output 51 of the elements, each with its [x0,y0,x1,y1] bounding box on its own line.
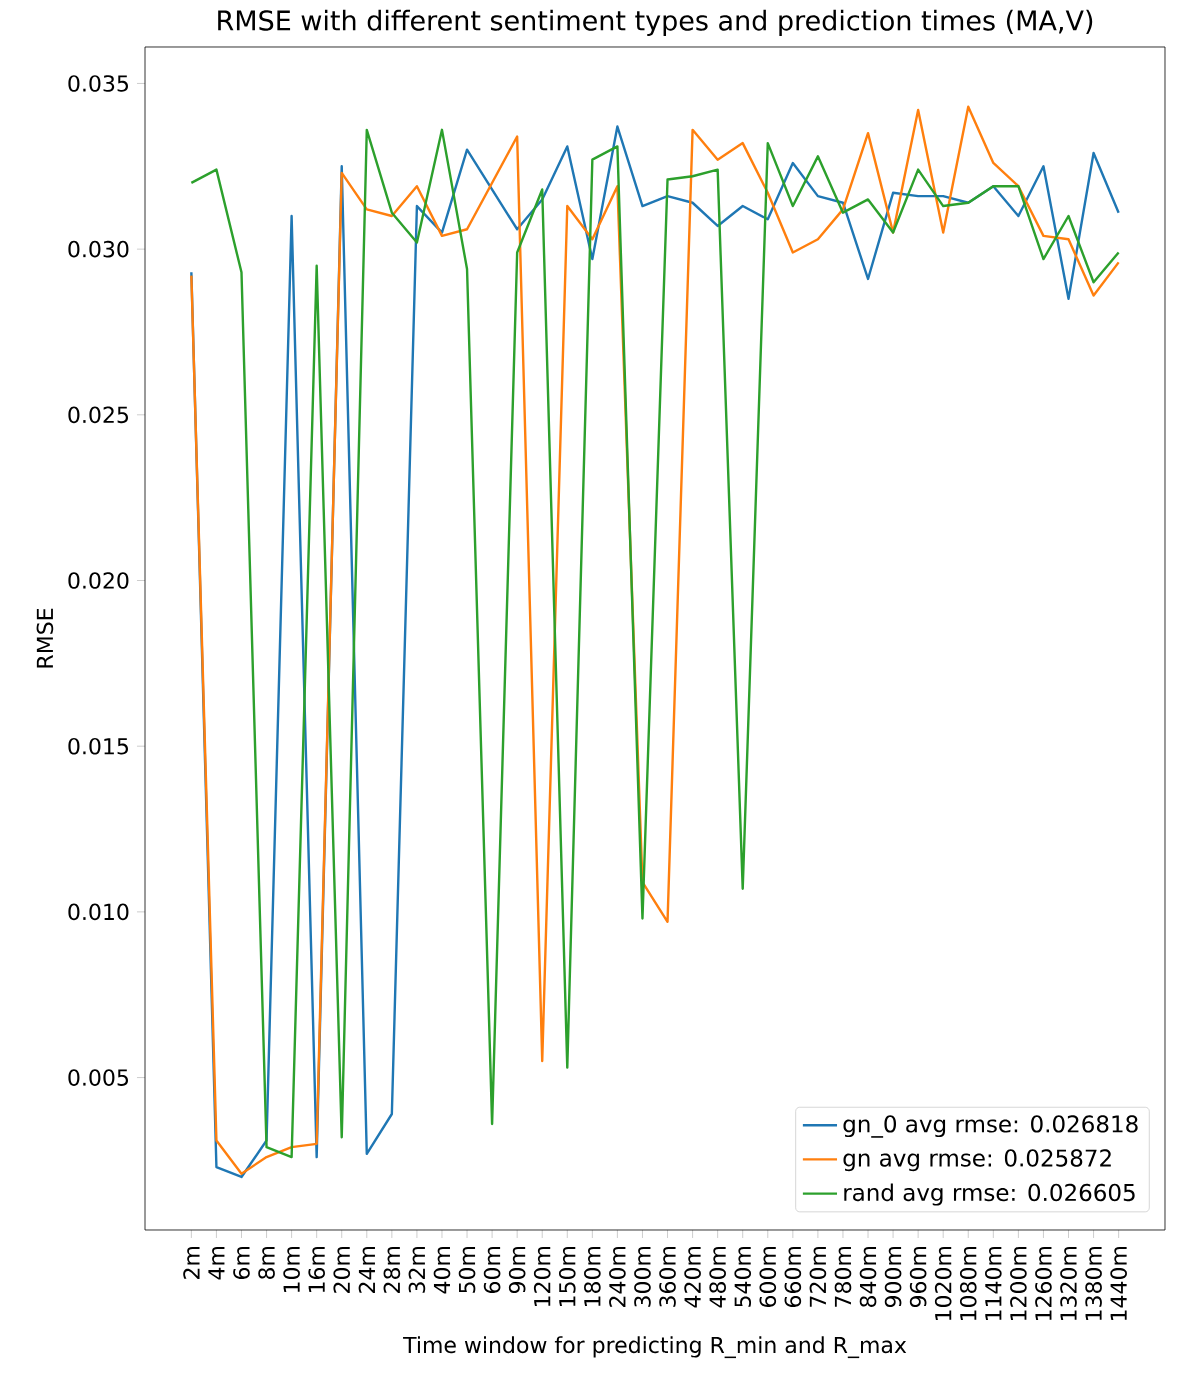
y-tick-label: 0.025 [68,406,128,424]
x-tick-label: 360m [659,1246,676,1307]
x-tick-label: 32m [408,1246,426,1293]
x-tick-label: 540m [734,1246,752,1307]
x-tick-label: 16m [308,1246,325,1293]
y-tick-label: 0.015 [68,737,128,755]
x-tick-label: 4m [208,1246,225,1280]
x-tick-label: 90m [508,1246,526,1294]
y-axis-title: RMSE [36,608,54,668]
x-tick-label: 300m [634,1246,651,1307]
x-tick-label: 1380m [1085,1246,1102,1321]
x-axis-title: Time window for predicting R_min and R_max [403,1336,907,1359]
x-tick-label: 1080m [959,1246,977,1321]
x-tick-label: 480m [709,1246,726,1308]
x-tick-label: 420m [684,1246,701,1308]
x-tick-label: 1020m [934,1246,952,1321]
x-tick-label: 1440m [1110,1246,1127,1321]
x-tick-label: 60m [483,1246,501,1293]
x-tick-label: 1200m [1010,1246,1027,1321]
y-tick-label: 0.035 [68,75,128,92]
x-tick-label: 50m [458,1246,476,1293]
y-tick-label: 0.010 [68,903,129,921]
x-tick-label: 960m [909,1246,927,1308]
legend-label: rand avg rmse: 0.026605 [844,1183,1135,1206]
x-tick-label: 180m [584,1246,601,1307]
legend-label: gn_0 avg rmse: 0.026818 [843,1115,1138,1138]
x-tick-label: 10m [283,1246,300,1293]
y-tick-label: 0.005 [68,1069,128,1086]
x-tick-label: 24m [358,1246,375,1293]
x-tick-label: 900m [884,1246,902,1308]
x-tick-label: 20m [333,1246,351,1293]
x-tick-label: 28m [383,1246,401,1293]
x-tick-label: 780m [834,1246,852,1307]
x-tick-label: 240m [609,1246,626,1307]
x-tick-label: 1260m [1035,1246,1052,1321]
x-tick-label: 40m [433,1246,451,1294]
legend-label: gn avg rmse: 0.025872 [843,1149,1111,1172]
y-tick-label: 0.020 [68,572,129,589]
chart-title: RMSE with different sentiment types and prediction times (MA,V) [218,9,1093,36]
x-tick-label: 150m [558,1246,576,1307]
x-tick-label: 720m [809,1246,827,1307]
x-tick-label: 2m [183,1246,200,1279]
x-tick-label: 8m [258,1246,275,1279]
x-tick-label: 120m [533,1246,551,1307]
x-tick-label: 660m [784,1246,802,1307]
y-tick-label: 0.030 [68,240,129,258]
x-tick-label: 840m [859,1246,877,1307]
x-tick-label: 6m [233,1246,250,1279]
x-tick-label: 1320m [1060,1246,1077,1321]
x-tick-label: 600m [759,1246,777,1307]
x-tick-label: 1140m [985,1246,1002,1321]
